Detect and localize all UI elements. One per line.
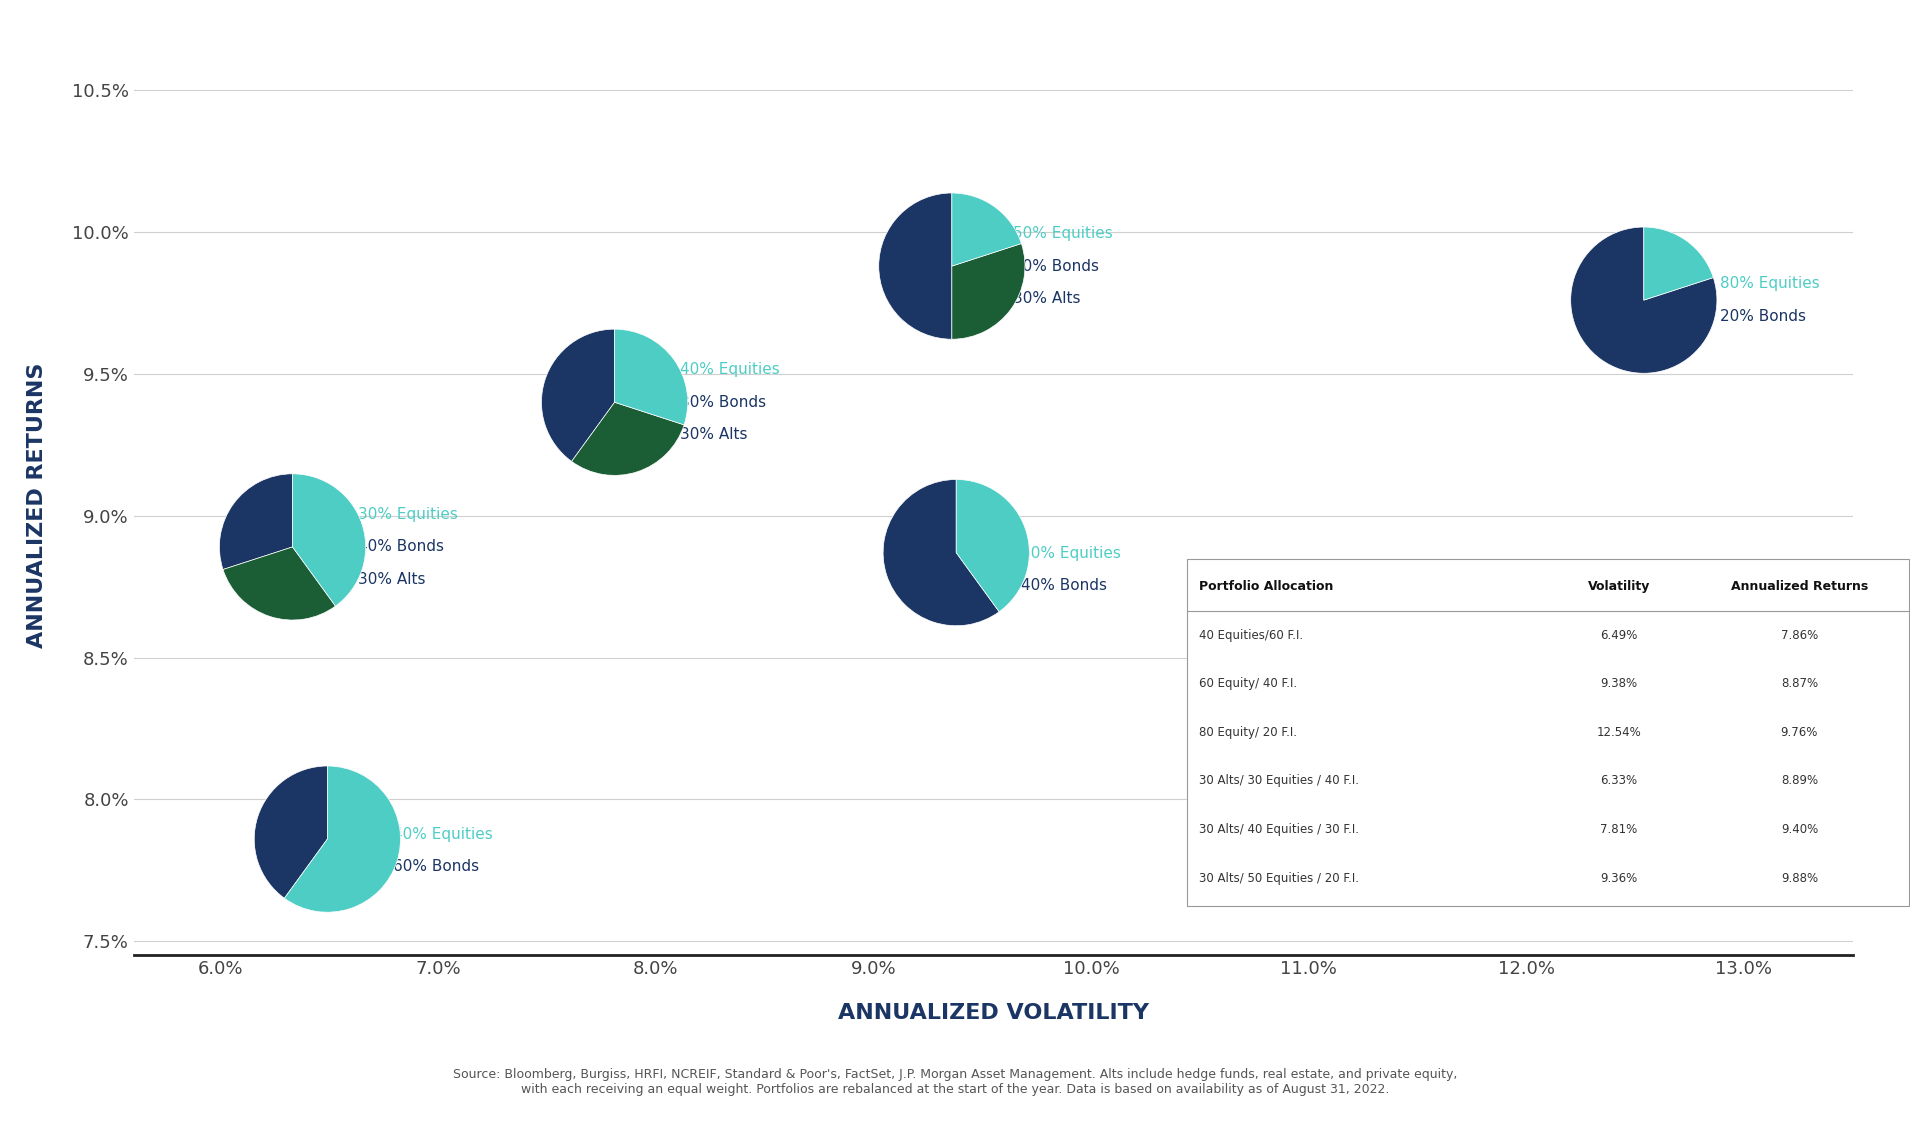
Text: 9.88%: 9.88% bbox=[1780, 871, 1818, 885]
Wedge shape bbox=[1570, 227, 1717, 373]
Text: 30 Alts/ 50 Equities / 20 F.I.: 30 Alts/ 50 Equities / 20 F.I. bbox=[1199, 871, 1360, 885]
Text: 30% Equities: 30% Equities bbox=[357, 507, 458, 522]
Y-axis label: ANNUALIZED RETURNS: ANNUALIZED RETURNS bbox=[27, 363, 48, 649]
Text: 7.86%: 7.86% bbox=[1780, 628, 1818, 642]
Text: Volatility: Volatility bbox=[1587, 580, 1650, 593]
Wedge shape bbox=[571, 402, 684, 475]
Text: Source: Bloomberg, Burgiss, HRFI, NCREIF, Standard & Poor's, FactSet, J.P. Morga: Source: Bloomberg, Burgiss, HRFI, NCREIF… bbox=[453, 1068, 1457, 1096]
Wedge shape bbox=[285, 765, 401, 913]
Text: 20% Bonds: 20% Bonds bbox=[1012, 259, 1098, 273]
FancyBboxPatch shape bbox=[1188, 559, 1910, 906]
Text: 30% Alts: 30% Alts bbox=[357, 572, 426, 587]
Text: 40% Bonds: 40% Bonds bbox=[1022, 579, 1108, 593]
Text: 7.81%: 7.81% bbox=[1601, 823, 1637, 836]
Text: 30% Alts: 30% Alts bbox=[680, 427, 747, 443]
Wedge shape bbox=[951, 244, 1026, 339]
Wedge shape bbox=[541, 329, 615, 462]
Wedge shape bbox=[292, 474, 365, 606]
Text: 60% Equities: 60% Equities bbox=[1022, 546, 1121, 561]
Text: 40 Equities/60 F.I.: 40 Equities/60 F.I. bbox=[1199, 628, 1305, 642]
Wedge shape bbox=[951, 193, 1022, 266]
Text: 80% Equities: 80% Equities bbox=[1721, 277, 1820, 291]
Wedge shape bbox=[879, 193, 951, 339]
Text: 20% Bonds: 20% Bonds bbox=[1721, 309, 1807, 324]
Text: 9.38%: 9.38% bbox=[1601, 678, 1637, 690]
Wedge shape bbox=[220, 474, 292, 570]
Text: 30 Alts/ 40 Equities / 30 F.I.: 30 Alts/ 40 Equities / 30 F.I. bbox=[1199, 823, 1360, 836]
Text: 30% Bonds: 30% Bonds bbox=[680, 395, 766, 410]
Text: 80 Equity/ 20 F.I.: 80 Equity/ 20 F.I. bbox=[1199, 726, 1297, 738]
Text: 40% Bonds: 40% Bonds bbox=[357, 540, 443, 554]
Text: 30 Alts/ 30 Equities / 40 F.I.: 30 Alts/ 30 Equities / 40 F.I. bbox=[1199, 774, 1360, 788]
Text: 12.54%: 12.54% bbox=[1597, 726, 1641, 738]
Text: 6.33%: 6.33% bbox=[1601, 774, 1637, 788]
Text: 60% Bonds: 60% Bonds bbox=[393, 859, 479, 874]
Text: 8.87%: 8.87% bbox=[1780, 678, 1818, 690]
Text: 6.49%: 6.49% bbox=[1601, 628, 1637, 642]
Wedge shape bbox=[1645, 227, 1713, 300]
Text: 40% Equities: 40% Equities bbox=[393, 826, 493, 842]
Text: 9.40%: 9.40% bbox=[1780, 823, 1818, 836]
Text: 50% Equities: 50% Equities bbox=[1012, 226, 1112, 241]
Wedge shape bbox=[254, 765, 327, 898]
Text: Portfolio Allocation: Portfolio Allocation bbox=[1199, 580, 1333, 593]
Text: 8.89%: 8.89% bbox=[1780, 774, 1818, 788]
Text: Annualized Returns: Annualized Returns bbox=[1730, 580, 1868, 593]
Text: 60 Equity/ 40 F.I.: 60 Equity/ 40 F.I. bbox=[1199, 678, 1297, 690]
Wedge shape bbox=[882, 480, 999, 626]
Text: 30% Alts: 30% Alts bbox=[1012, 291, 1081, 306]
Text: 9.76%: 9.76% bbox=[1780, 726, 1818, 738]
Text: 9.36%: 9.36% bbox=[1601, 871, 1637, 885]
X-axis label: ANNUALIZED VOLATILITY: ANNUALIZED VOLATILITY bbox=[838, 1004, 1148, 1023]
Wedge shape bbox=[615, 329, 688, 425]
Wedge shape bbox=[223, 547, 336, 620]
Wedge shape bbox=[957, 480, 1029, 611]
Text: 40% Equities: 40% Equities bbox=[680, 362, 779, 378]
